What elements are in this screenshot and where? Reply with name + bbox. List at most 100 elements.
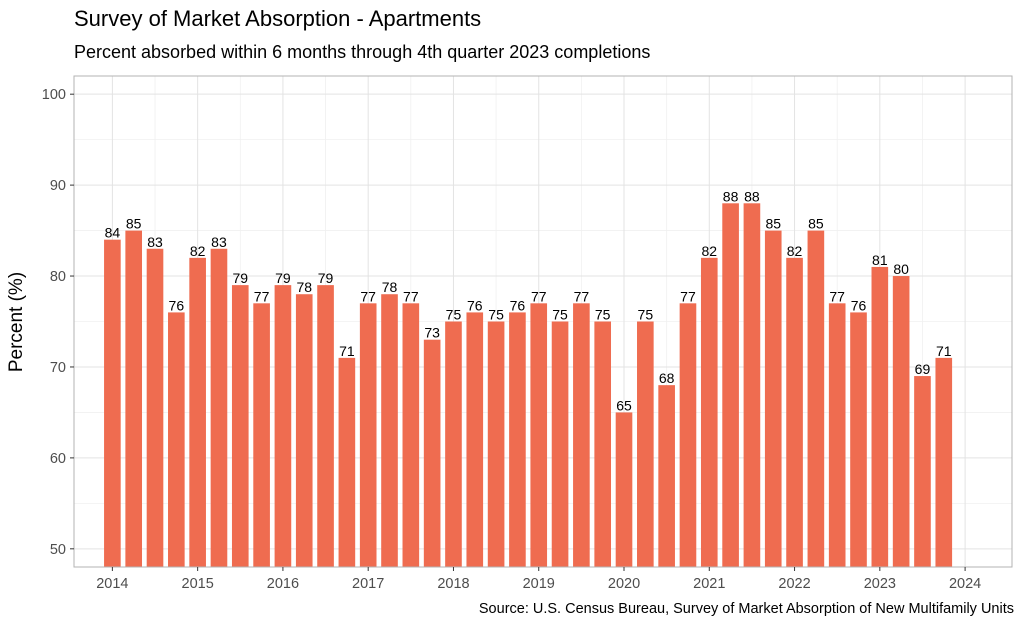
bar [210, 248, 228, 567]
data-label: 76 [169, 297, 185, 313]
bar [402, 303, 420, 567]
source-caption: Source: U.S. Census Bureau, Survey of Ma… [478, 601, 1014, 617]
chart-title: Survey of Market Absorption - Apartments [74, 6, 482, 31]
data-label: 88 [744, 188, 760, 204]
bar [338, 357, 356, 567]
y-tick-label: 50 [50, 542, 66, 558]
data-label: 75 [595, 307, 611, 323]
bar [509, 312, 526, 567]
data-label: 75 [552, 307, 568, 323]
bar [125, 230, 143, 567]
bar [573, 303, 590, 567]
data-label: 75 [638, 307, 654, 323]
data-label: 88 [723, 188, 739, 204]
bar [914, 376, 931, 567]
data-label: 77 [360, 288, 376, 304]
data-label: 68 [659, 370, 675, 386]
bar [594, 321, 612, 567]
x-tick-label: 2019 [523, 576, 555, 592]
y-tick-label: 70 [50, 360, 66, 376]
data-label: 84 [105, 225, 121, 241]
bar [807, 230, 825, 567]
bar [104, 239, 121, 567]
bar [359, 303, 377, 567]
chart-subtitle: Percent absorbed within 6 months through… [74, 42, 651, 62]
data-label: 78 [296, 279, 312, 295]
bar [850, 312, 867, 567]
bar [700, 257, 718, 567]
data-label: 76 [510, 297, 526, 313]
bar [764, 230, 782, 567]
bar [274, 285, 292, 567]
data-label: 79 [275, 270, 291, 286]
data-label: 71 [339, 343, 355, 359]
data-label: 80 [893, 261, 909, 277]
data-label: 77 [531, 288, 547, 304]
bar [786, 257, 803, 567]
bar [935, 357, 953, 567]
bar [168, 312, 185, 567]
data-label: 65 [616, 397, 632, 413]
bar [679, 303, 697, 567]
data-label: 77 [254, 288, 270, 304]
x-tick-label: 2020 [608, 576, 640, 592]
data-label: 76 [467, 297, 483, 313]
data-label: 76 [851, 297, 867, 313]
bar [317, 285, 334, 567]
data-labels: 84 85 83 76 82 83 79 77 79 78 79 71 77 78 77 73 75 76 75 76… [105, 188, 952, 413]
bar [722, 203, 739, 567]
y-tick-label: 60 [50, 451, 66, 467]
bar [231, 285, 249, 567]
data-label: 82 [190, 243, 206, 259]
x-tick-label: 2016 [267, 576, 299, 592]
data-label: 77 [829, 288, 845, 304]
bar [871, 266, 889, 567]
data-label: 75 [446, 307, 462, 323]
bar [551, 321, 569, 567]
data-label: 82 [701, 243, 717, 259]
x-tick-label: 2022 [778, 576, 810, 592]
bar [637, 321, 654, 567]
x-tick-label: 2015 [182, 576, 214, 592]
x-tick-label: 2024 [949, 576, 981, 592]
bar [487, 321, 505, 567]
y-tick-label: 80 [50, 269, 66, 285]
y-tick-label: 100 [42, 87, 66, 103]
bar [828, 303, 846, 567]
plot-panel-border [73, 75, 1013, 568]
bar [295, 294, 313, 567]
data-label: 83 [147, 234, 163, 250]
y-tick-label: 90 [50, 178, 66, 194]
bar [253, 303, 270, 567]
data-label: 77 [680, 288, 696, 304]
bar [743, 203, 761, 567]
x-tick-label: 2021 [693, 576, 725, 592]
data-label: 79 [232, 270, 248, 286]
bar [189, 257, 206, 567]
y-axis-ticks: 50 60 70 80 90 100 [42, 87, 74, 558]
bar [146, 248, 164, 567]
x-tick-label: 2018 [437, 576, 469, 592]
x-axis-ticks: 2014 2015 2016 2017 2018 2019 2020 2021 2022 2023… [96, 567, 981, 592]
data-label: 71 [936, 343, 952, 359]
data-label: 83 [211, 234, 227, 250]
data-label: 75 [488, 307, 504, 323]
data-label: 81 [872, 252, 888, 268]
data-label: 78 [382, 279, 398, 295]
bar [445, 321, 462, 567]
bar [615, 412, 633, 567]
data-label: 85 [808, 216, 824, 232]
bar [658, 385, 675, 567]
bar [892, 276, 910, 567]
bar [423, 339, 441, 567]
bar [530, 303, 548, 567]
data-label: 69 [915, 361, 931, 377]
data-label: 85 [765, 216, 781, 232]
data-label: 77 [574, 288, 590, 304]
bar [381, 294, 398, 567]
data-label: 85 [126, 216, 142, 232]
bars [104, 203, 953, 567]
x-tick-label: 2014 [96, 576, 128, 592]
data-label: 82 [787, 243, 803, 259]
